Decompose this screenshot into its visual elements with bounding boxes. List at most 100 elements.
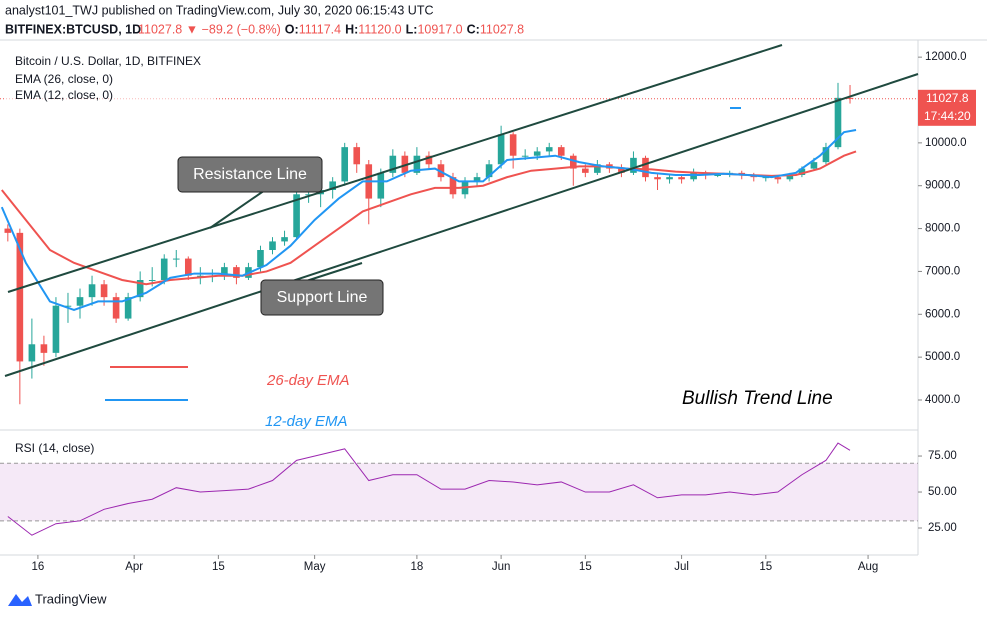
ohlc-label: O: — [285, 22, 299, 36]
candle-body — [690, 172, 697, 180]
candle-body — [473, 177, 481, 182]
price-label: 11027.8 — [926, 91, 969, 105]
candle-body — [582, 168, 589, 173]
ohlc-value: 11120.0 — [358, 22, 401, 36]
candle-body — [16, 232, 24, 362]
candle-body — [28, 344, 36, 362]
ema-line — [0, 129, 857, 312]
candle-body — [834, 97, 842, 148]
candle-body — [233, 267, 240, 278]
candle-body — [257, 250, 264, 268]
support-line — [4, 73, 919, 377]
candle-body — [533, 151, 541, 156]
x-tick-label: Aug — [858, 561, 878, 573]
candle-body — [148, 280, 156, 281]
candle-body — [136, 280, 144, 298]
x-tick-label: Apr — [125, 561, 143, 573]
ohlc-group: O: 11117.4 H: 11120.0 L: 10917.0 C: 11027.8 — [285, 22, 524, 36]
candle-body — [269, 241, 276, 250]
y-tick-label: 4000.0 — [925, 394, 960, 406]
candle-body — [485, 164, 493, 178]
candle-body — [569, 155, 577, 169]
chart-title: Bitcoin / U.S. Dollar, 1D, BITFINEX — [15, 54, 201, 68]
candle-body — [160, 258, 168, 280]
candle-body — [124, 297, 132, 319]
x-tick-label: 15 — [212, 561, 225, 573]
x-tick-label: 15 — [759, 561, 772, 573]
candle-body — [281, 237, 288, 242]
callout-text: Support Line — [277, 289, 368, 306]
price-label-bg — [918, 89, 976, 126]
candle-body — [762, 177, 770, 179]
change: 11027.8 ▼ −89.2 (−0.8%) — [138, 22, 281, 36]
ohlc-value: 10917.0 — [417, 22, 462, 36]
symbol: BITFINEX:BTCUSD, 1D — [5, 22, 141, 36]
candle-body — [401, 155, 409, 173]
y-tick-label: 9000.0 — [925, 180, 960, 192]
annotation: 12-day EMA — [265, 413, 348, 430]
candle-body — [64, 305, 72, 307]
callout-box — [177, 156, 323, 193]
candle-body — [329, 181, 336, 190]
y-tick-label: 75.00 — [928, 450, 957, 462]
rsi-band — [0, 463, 918, 521]
legend-bg — [4, 53, 214, 105]
candle-body — [557, 147, 565, 156]
candle-body — [389, 155, 397, 173]
x-tick-label: 15 — [579, 561, 592, 573]
x-tick-label: Jun — [492, 561, 511, 573]
candle-body — [654, 177, 661, 180]
countdown: 17:44:20 — [924, 109, 971, 123]
rsi-title: RSI (14, close) — [15, 441, 94, 455]
rsi-line — [7, 442, 851, 536]
candle-body — [521, 155, 529, 157]
annotation: 26-day EMA — [266, 372, 350, 389]
y-tick-label: 7000.0 — [925, 265, 960, 277]
y-tick-label: 50.00 — [928, 486, 957, 498]
candle-body — [545, 147, 553, 152]
candle-body — [630, 157, 637, 173]
legend-entry: EMA (12, close, 0) — [15, 88, 113, 102]
candle-body — [40, 344, 48, 353]
candle-body — [449, 177, 457, 195]
candle-body — [353, 147, 361, 165]
candle-body — [197, 275, 204, 277]
x-tick-label: 18 — [410, 561, 423, 573]
y-tick-label: 12000.0 — [925, 51, 967, 63]
y-tick-label: 6000.0 — [925, 308, 960, 320]
y-tick-label: 8000.0 — [925, 223, 960, 235]
candle-body — [714, 175, 721, 176]
ohlc-label: H: — [345, 22, 358, 36]
candle-body — [497, 134, 505, 165]
brand: TradingView — [35, 591, 107, 606]
ohlc-label: C: — [467, 22, 480, 36]
candle-body — [798, 168, 806, 175]
candle-body — [341, 147, 349, 182]
ohlc-label: L: — [406, 22, 418, 36]
candle-body — [594, 164, 601, 173]
candle-body — [413, 155, 421, 173]
candle-body — [678, 177, 685, 180]
candle-body — [76, 297, 84, 306]
candle-body — [822, 147, 830, 163]
candle-body — [810, 162, 818, 169]
logo — [8, 594, 32, 606]
candle-body — [509, 134, 517, 156]
y-tick-label: 10000.0 — [925, 137, 967, 149]
candle-body — [377, 172, 385, 199]
candle-body — [642, 157, 649, 178]
plot — [0, 82, 918, 536]
y-tick-label: 25.00 — [928, 522, 957, 534]
x-tick-label: Jul — [674, 561, 689, 573]
candle-body — [425, 155, 433, 165]
candle-body — [88, 284, 96, 298]
ohlc-value: 11027.8 — [480, 22, 524, 36]
footer — [0, 580, 987, 617]
candle-body — [100, 284, 108, 298]
ohlc-value: 11117.4 — [299, 22, 341, 36]
legend-entry: EMA (26, close, 0) — [15, 72, 113, 86]
candle-body — [786, 175, 794, 180]
candle-body — [774, 177, 782, 180]
callout-arrow — [209, 187, 269, 229]
